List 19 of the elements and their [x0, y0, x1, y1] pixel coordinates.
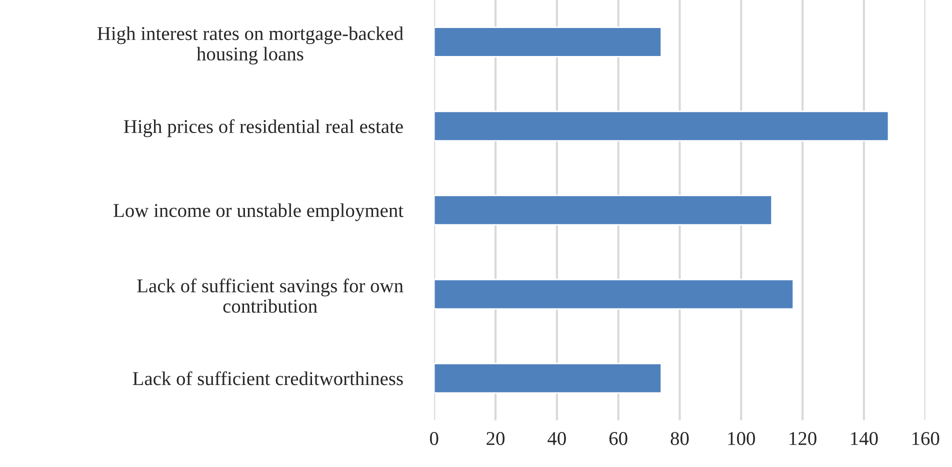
x-tick-label: 0: [430, 432, 438, 446]
bar: [434, 278, 794, 310]
bar: [434, 194, 773, 226]
x-tick-label: 140: [851, 432, 878, 446]
y-tick-label: High interest rates on mortgage-backed housing loans: [97, 26, 404, 65]
bar: [434, 362, 662, 394]
x-tick-label: 120: [790, 432, 816, 446]
y-tick-label: Low income or unstable employment: [114, 203, 404, 222]
y-tick-label: High prices of residential real estate: [124, 119, 403, 138]
x-tick-label: 160: [912, 432, 940, 446]
y-tick-label: Lack of sufficient creditworthiness: [132, 371, 403, 386]
x-tick-label: 40: [548, 432, 566, 446]
y-tick-label: Lack of sufficient savings for own contribution: [137, 278, 404, 313]
bar: [434, 26, 662, 58]
x-tick-label: 100: [728, 432, 755, 446]
x-tick-label: 60: [609, 432, 628, 446]
x-tick-label: 80: [670, 432, 689, 446]
bar: [434, 110, 890, 142]
x-tick-label: 20: [486, 432, 504, 446]
